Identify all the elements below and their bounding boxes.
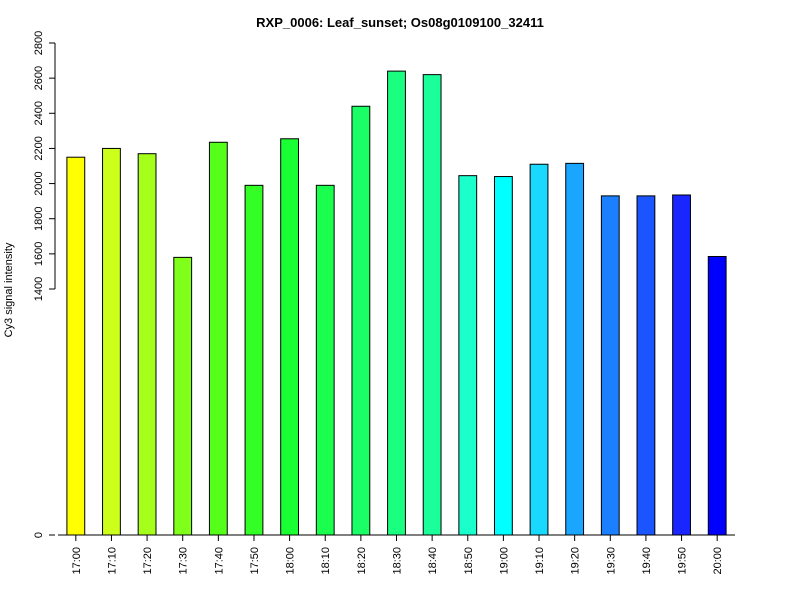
- y-tick-label: 1600: [33, 242, 45, 266]
- x-tick-label: 19:40: [641, 547, 653, 575]
- y-tick-label: 2000: [33, 171, 45, 195]
- bars-group: [66, 70, 727, 536]
- y-tick-label: 2400: [33, 101, 45, 125]
- x-tick-label: 17:40: [213, 547, 225, 575]
- y-tick-label: 1800: [33, 206, 45, 230]
- bar-1750: [244, 184, 264, 536]
- bar-1930: [600, 195, 620, 536]
- x-tick-label: 17:00: [71, 547, 83, 575]
- bar-1800: [280, 138, 300, 536]
- x-tick-label: 17:50: [249, 547, 261, 575]
- bar-1710: [102, 147, 121, 536]
- x-tick-label: 20:00: [712, 547, 724, 575]
- x-tick-label: 19:10: [534, 547, 546, 575]
- y-tick-label: 2800: [33, 31, 45, 55]
- chart-title: RXP_0006: Leaf_sunset; Os08g0109100_3241…: [256, 15, 544, 30]
- bar-2000: [707, 255, 727, 536]
- x-tick-label: 19:20: [570, 547, 582, 575]
- bar-1730: [173, 256, 193, 536]
- y-tick-label: 1400: [33, 277, 45, 301]
- x-axis: 17:00 17:10 17:20 17:30 17:40 17:50 18:00 18:10…: [58, 534, 735, 575]
- x-tick-label: 18:50: [463, 547, 475, 575]
- bar-1850: [458, 175, 478, 536]
- bar-1840: [422, 74, 442, 536]
- bar-1740: [208, 141, 228, 536]
- bar-1720: [137, 153, 157, 536]
- bar-1700: [66, 156, 86, 536]
- x-tick-label: 19:30: [605, 547, 617, 575]
- x-tick-label: 17:10: [106, 547, 118, 575]
- bar-1900: [493, 176, 513, 536]
- x-tick-label: 18:20: [356, 547, 368, 575]
- x-tick-label: 18:00: [285, 547, 297, 575]
- y-axis-label: Cy3 signal intensity: [3, 242, 15, 337]
- x-tick-label: 19:00: [498, 547, 510, 575]
- bar-1940: [636, 195, 656, 536]
- y-tick-label: 2600: [33, 66, 45, 90]
- x-tick-label: 19:50: [677, 547, 689, 575]
- y-tick-label: 0: [33, 532, 45, 538]
- y-tick-label: 2200: [33, 136, 45, 160]
- bar-1820: [351, 105, 371, 536]
- x-tick-label: 17:20: [142, 547, 154, 575]
- x-tick-label: 18:40: [427, 547, 439, 575]
- bar-1910: [529, 163, 549, 536]
- x-tick-label: 18:10: [320, 547, 332, 575]
- y-axis: 0 1400 1600 1800 2000 2200 2400 2600 2800: [33, 31, 56, 538]
- bar-1950: [672, 194, 691, 536]
- bar-1810: [315, 184, 335, 536]
- x-tick-label: 17:30: [178, 547, 190, 575]
- x-tick-label: 18:30: [392, 547, 404, 575]
- bar-1830: [387, 70, 406, 536]
- bar-1920: [565, 162, 585, 536]
